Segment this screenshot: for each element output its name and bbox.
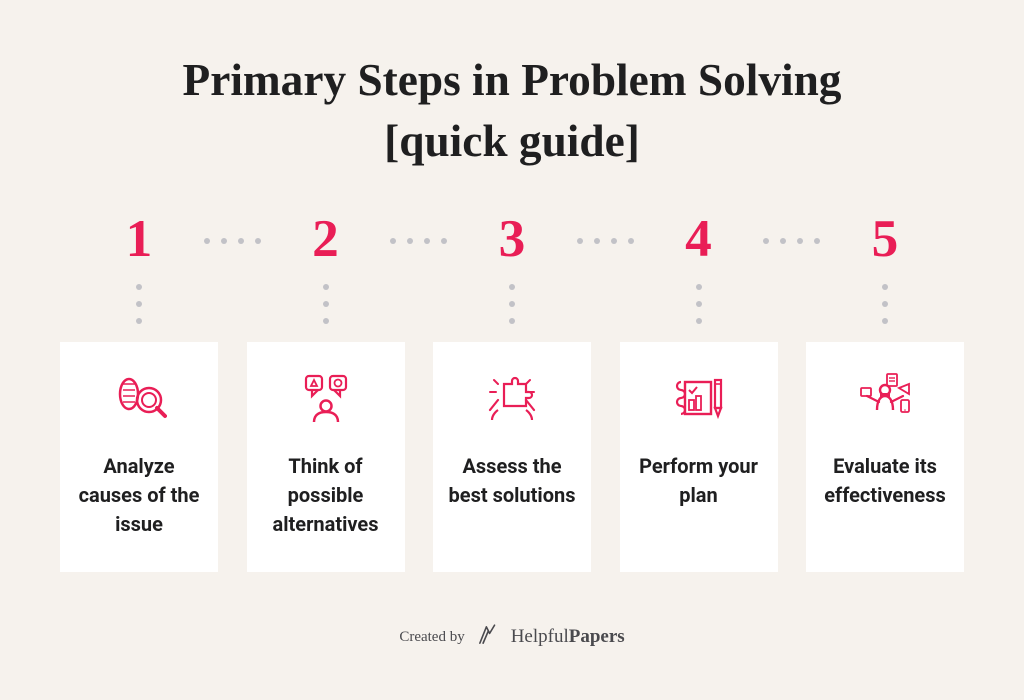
footer-logo-icon [475, 622, 501, 653]
vertical-dots [882, 284, 888, 324]
step-number: 3 [499, 212, 526, 265]
footer-created-by: Created by [399, 629, 464, 646]
title-line-2: [quick guide] [183, 111, 842, 172]
vertical-dots [509, 284, 515, 324]
person-speech-bubbles-icon [296, 368, 356, 428]
step-card: Think of possible alternatives [247, 342, 405, 572]
step-2: 2 Think of possible alternatives [247, 212, 405, 571]
footer-brand: HelpfulPapers [511, 626, 625, 648]
vertical-dots [323, 284, 329, 324]
step-label: Evaluate its effectiveness [816, 452, 954, 510]
step-number: 5 [872, 212, 899, 265]
step-label: Assess the best solutions [443, 452, 581, 510]
step-number: 1 [126, 212, 153, 265]
step-card: Perform your plan [620, 342, 778, 572]
step-5: 5 Evaluate its effectiveness [806, 212, 964, 571]
page-title: Primary Steps in Problem Solving [quick … [183, 50, 842, 172]
footer: Created by HelpfulPapers [399, 622, 624, 653]
plan-pencil-icon [669, 368, 729, 428]
step-card: Analyze causes of the issue [60, 342, 218, 572]
footer-brand-light: Helpful [511, 626, 569, 647]
vertical-dots [136, 284, 142, 324]
title-line-1: Primary Steps in Problem Solving [183, 50, 842, 111]
step-number: 2 [312, 212, 339, 265]
step-4: 4 Perform your plan [620, 212, 778, 571]
person-multitask-icon [855, 368, 915, 428]
step-card: Evaluate its effectiveness [806, 342, 964, 572]
steps-row: 1 Analyze causes of the issue 2 Think of po… [60, 212, 964, 571]
footer-brand-bold: Papers [569, 626, 625, 647]
hands-puzzle-icon [482, 368, 542, 428]
step-label: Analyze causes of the issue [70, 452, 208, 539]
vertical-dots [696, 284, 702, 324]
step-number: 4 [685, 212, 712, 265]
step-3: 3 Assess the best solutions [433, 212, 591, 571]
step-label: Think of possible alternatives [257, 452, 395, 539]
step-1: 1 Analyze causes of the issue [60, 212, 218, 571]
magnifier-footprint-icon [109, 368, 169, 428]
step-card: Assess the best solutions [433, 342, 591, 572]
step-label: Perform your plan [630, 452, 768, 510]
